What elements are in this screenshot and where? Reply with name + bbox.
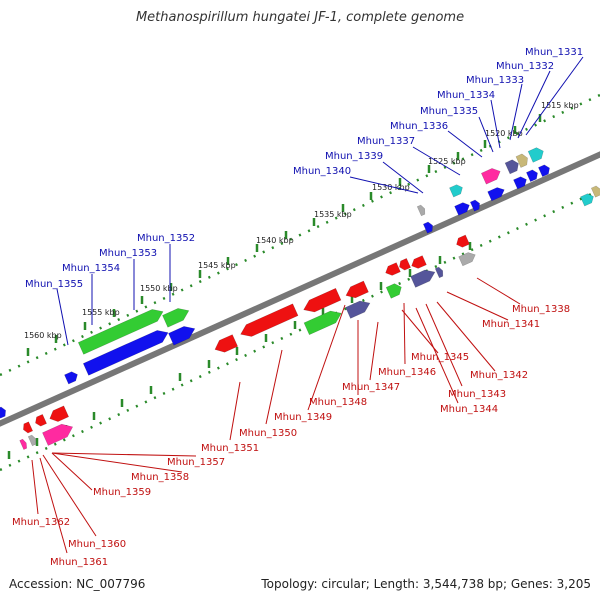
gene-arrow[interactable]	[33, 414, 47, 427]
kbp-label: 1515 kbp	[541, 101, 579, 110]
gene-label[interactable]: Mhun_1334	[437, 90, 495, 101]
gene-label[interactable]: Mhun_1360	[68, 539, 126, 550]
gene-arrow[interactable]	[168, 323, 197, 346]
gene-label[interactable]: Mhun_1349	[274, 412, 332, 423]
gene-arrow[interactable]	[458, 250, 478, 267]
gene-arrow[interactable]	[162, 305, 191, 328]
top-leader-lines	[56, 56, 584, 346]
gene-arrow[interactable]	[526, 168, 539, 182]
gene-arrow[interactable]	[0, 406, 8, 419]
gene-arrow[interactable]	[527, 146, 546, 163]
gene-arrow[interactable]	[504, 158, 521, 175]
gene-arrow[interactable]	[469, 199, 481, 212]
gene-arrow[interactable]	[238, 303, 299, 340]
gene-arrow[interactable]	[82, 327, 170, 376]
gene-label[interactable]: Mhun_1332	[496, 61, 554, 72]
gene-arrow[interactable]	[212, 334, 239, 356]
gene-label[interactable]: Mhun_1357	[167, 457, 225, 468]
genome-backbone	[0, 151, 600, 427]
gene-label[interactable]: Mhun_1340	[293, 166, 351, 177]
scale-track-top	[0, 93, 600, 377]
kbp-label: 1535 kbp	[314, 210, 352, 219]
gene-arrow[interactable]	[515, 152, 530, 168]
gene-label[interactable]: Mhun_1348	[309, 397, 367, 408]
gene-label[interactable]: Mhun_1337	[357, 136, 415, 147]
gene-label[interactable]: Mhun_1354	[62, 263, 120, 274]
gene-label[interactable]: Mhun_1341	[482, 319, 540, 330]
gene-arrow[interactable]	[454, 201, 472, 216]
topology-label: Topology: circular; Length: 3,544,738 bp…	[261, 577, 591, 591]
gene-label[interactable]: Mhun_1353	[99, 248, 157, 259]
gene-arrow[interactable]	[19, 438, 29, 450]
kbp-label: 1530 kbp	[372, 183, 410, 192]
gene-arrow[interactable]	[487, 185, 507, 202]
bottom-gene-labels: Mhun_1338 Mhun_1341 Mhun_1342 Mhun_1343 …	[12, 304, 570, 568]
kbp-label: 1540 kbp	[256, 236, 294, 245]
gene-label[interactable]: Mhun_1344	[440, 404, 498, 415]
gene-label[interactable]: Mhun_1351	[201, 443, 259, 454]
gene-label[interactable]: Mhun_1343	[448, 389, 506, 400]
gene-label[interactable]: Mhun_1355	[25, 279, 83, 290]
gene-arrow[interactable]	[47, 405, 69, 424]
gene-label[interactable]: Mhun_1346	[378, 367, 436, 378]
gene-arrow[interactable]	[434, 266, 445, 279]
gene-arrow[interactable]	[410, 267, 438, 288]
bottom-leader-lines	[31, 277, 521, 554]
gene-arrow[interactable]	[416, 204, 427, 217]
gene-arrow[interactable]	[538, 163, 551, 177]
gene-arrow[interactable]	[21, 421, 34, 434]
scale-ticks	[7, 114, 542, 459]
gene-arrow[interactable]	[303, 307, 344, 336]
gene-label[interactable]: Mhun_1359	[93, 487, 151, 498]
kbp-label: 1560 kbp	[24, 331, 62, 340]
gene-arrow[interactable]	[580, 192, 595, 207]
gene-arrow[interactable]	[64, 370, 79, 385]
gene-arrow[interactable]	[344, 280, 369, 301]
gene-label[interactable]: Mhun_1358	[131, 472, 189, 483]
gene-label[interactable]: Mhun_1336	[390, 121, 448, 132]
kbp-label: 1550 kbp	[140, 284, 178, 293]
scale-track-bottom	[0, 188, 600, 472]
gene-arrow[interactable]	[385, 282, 404, 299]
kbp-label: 1555 kbp	[82, 308, 120, 317]
kbp-label: 1520 kbp	[485, 129, 523, 138]
kbp-label: 1525 kbp	[428, 157, 466, 166]
gene-arrow[interactable]	[481, 166, 502, 185]
gene-arrow[interactable]	[513, 175, 528, 190]
gene-label[interactable]: Mhun_1338	[512, 304, 570, 315]
gene-arrow[interactable]	[422, 221, 434, 234]
gene-label[interactable]: Mhun_1350	[239, 428, 297, 439]
gene-label[interactable]: Mhun_1361	[50, 557, 108, 568]
gene-arrow[interactable]	[42, 420, 75, 446]
gene-label[interactable]: Mhun_1333	[466, 75, 524, 86]
gene-arrow[interactable]	[590, 185, 600, 198]
gene-arrow[interactable]	[301, 287, 342, 315]
gene-arrow[interactable]	[454, 234, 470, 249]
gene-features	[0, 146, 600, 450]
gene-arrow[interactable]	[27, 434, 38, 447]
gene-label[interactable]: Mhun_1342	[470, 370, 528, 381]
gene-label[interactable]: Mhun_1362	[12, 517, 70, 528]
gene-label[interactable]: Mhun_1335	[420, 106, 478, 117]
gene-arrow[interactable]	[397, 258, 411, 271]
gene-label[interactable]: Mhun_1331	[525, 47, 583, 58]
gene-arrow[interactable]	[77, 306, 165, 355]
gene-label[interactable]: Mhun_1339	[325, 151, 383, 162]
gene-label[interactable]: Mhun_1345	[411, 352, 469, 363]
kbp-labels: 1515 kbp 1520 kbp 1525 kbp 1530 kbp 1535…	[24, 101, 579, 340]
gene-arrow[interactable]	[410, 255, 427, 271]
gene-arrow[interactable]	[345, 298, 373, 319]
gene-arrow[interactable]	[384, 262, 401, 278]
map-title: Methanospirillum hungatei JF-1, complete…	[135, 10, 465, 25]
gene-label[interactable]: Mhun_1352	[137, 233, 195, 244]
kbp-label: 1545 kbp	[198, 261, 236, 270]
accession-label: Accession: NC_007796	[9, 577, 146, 591]
top-gene-labels: Mhun_1331 Mhun_1332 Mhun_1333 Mhun_1334 …	[25, 47, 583, 290]
gene-label[interactable]: Mhun_1347	[342, 382, 400, 393]
gene-arrow[interactable]	[449, 183, 464, 198]
